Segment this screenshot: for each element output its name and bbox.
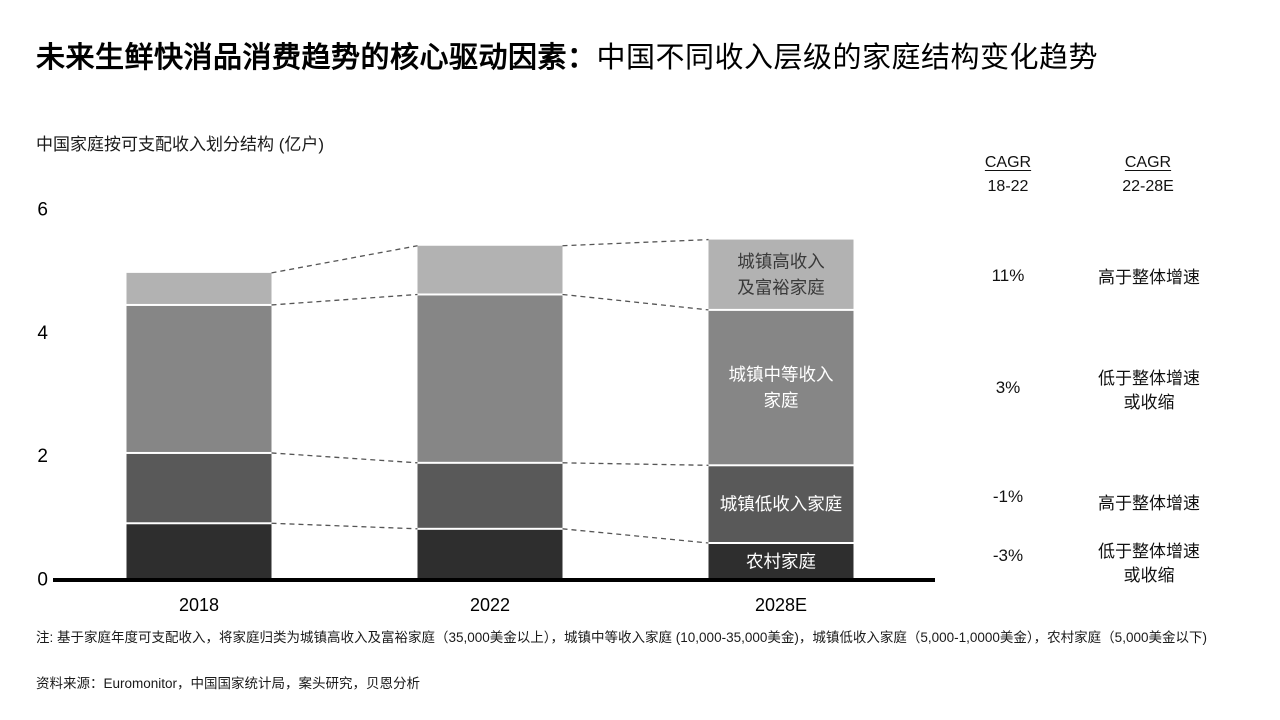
segment-separator [417, 527, 563, 530]
x-axis-label: 2018 [179, 595, 219, 615]
bar-segment [126, 523, 272, 580]
source-line: 资料来源：Euromonitor，中国国家统计局，案头研究，贝恩分析 [36, 676, 421, 691]
segment-separator [126, 522, 272, 525]
x-axis-label: 2028E [755, 595, 807, 615]
bar-segment-label: 农村家庭 [746, 551, 816, 571]
y-tick-label: 4 [37, 323, 48, 344]
bar-segment [417, 528, 563, 580]
bar-segment [126, 272, 272, 305]
cagr-header-label: CAGR [1124, 154, 1172, 171]
connector-dashed-line [271, 522, 418, 530]
connector-dashed-line [562, 528, 709, 544]
trend-line: 或收缩 [1123, 566, 1175, 585]
cagr-column-header-18-22: CAGR 18-22 [958, 154, 1058, 196]
connector-dashed-line [562, 462, 709, 466]
cagr-value-low-income: -1% [992, 487, 1024, 506]
trend-rural: 低于整体增速 或收缩 [1085, 540, 1213, 588]
segment-separator [417, 293, 563, 296]
bar-segment [417, 245, 563, 295]
y-tick-label: 0 [37, 570, 48, 591]
cagr-value-high-income: 11% [991, 266, 1025, 285]
cagr-value-rural: -3% [992, 546, 1024, 565]
bar-segment [708, 465, 854, 543]
bar-segment-label: 及富裕家庭 [737, 278, 825, 298]
trend-line: 低于整体增速 [1098, 369, 1200, 388]
segment-separator [708, 541, 854, 544]
bar-segment-label: 城镇高收入 [737, 252, 825, 272]
bar-segment-label: 城镇低收入家庭 [720, 494, 843, 514]
cagr-header-period: 18-22 [987, 178, 1029, 195]
segment-separator [417, 461, 563, 464]
bar-segment [708, 542, 854, 580]
trend-line: 高于整体增速 [1098, 268, 1200, 287]
cagr-column-header-22-28e: CAGR 22-28E [1088, 154, 1208, 196]
y-tick-label: 6 [37, 199, 48, 220]
trend-line: 或收缩 [1123, 393, 1175, 412]
trend-line: 高于整体增速 [1098, 494, 1200, 513]
segment-separator [708, 308, 854, 311]
cagr-header-period: 22-28E [1122, 178, 1174, 195]
trend-high-income: 高于整体增速 [1085, 266, 1213, 290]
connector-dashed-line [271, 293, 418, 306]
trend-mid-income: 低于整体增速 或收缩 [1085, 367, 1213, 415]
page-title-bold: 未来生鲜快消品消费趋势的核心驱动因素： [36, 42, 597, 74]
connector-dashed-line [271, 245, 418, 274]
trend-low-income: 高于整体增速 [1085, 492, 1213, 516]
connector-dashed-line [562, 238, 709, 247]
footnote: 注: 基于家庭年度可支配收入，将家庭归类为城镇高收入及富裕家庭（35,000美金… [36, 630, 1207, 645]
segment-separator [126, 451, 272, 454]
segment-separator [126, 303, 272, 306]
page-title-regular: 中国不同收入层级的家庭结构变化趋势 [596, 42, 1099, 74]
segment-separator [708, 464, 854, 467]
x-axis-line [53, 578, 935, 582]
cagr-header-label: CAGR [984, 154, 1032, 171]
cagr-value-mid-income: 3% [995, 378, 1021, 397]
trend-line: 低于整体增速 [1098, 542, 1200, 561]
bar-segment [126, 452, 272, 524]
y-tick-label: 2 [37, 446, 48, 467]
bar-segment [417, 294, 563, 463]
bar-segment-label: 城镇中等收入 [729, 365, 834, 385]
connector-dashed-line [562, 293, 709, 311]
page-title: 未来生鲜快消品消费趋势的核心驱动因素：中国不同收入层级的家庭结构变化趋势 [36, 40, 1246, 76]
x-axis-label: 2022 [470, 595, 510, 615]
chart-subtitle: 中国家庭按可支配收入划分结构 (亿户) [36, 135, 325, 154]
bar-segment-label: 家庭 [764, 391, 799, 411]
bar-segment [417, 462, 563, 529]
bar-segment [126, 304, 272, 453]
bar-segment [708, 309, 854, 466]
bar-segment [708, 239, 854, 310]
connector-dashed-line [271, 452, 418, 464]
